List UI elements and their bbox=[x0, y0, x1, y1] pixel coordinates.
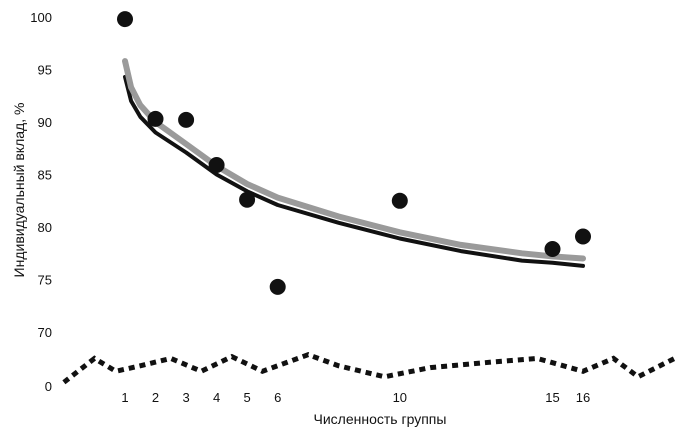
x-tick-label: 1 bbox=[121, 390, 128, 405]
y-tick-label: 0 bbox=[45, 379, 52, 394]
x-axis-title: Численность группы bbox=[314, 411, 447, 427]
y-tick-label: 85 bbox=[38, 168, 52, 183]
x-tick-label: 15 bbox=[545, 390, 559, 405]
data-point bbox=[391, 192, 408, 209]
data-point bbox=[575, 228, 591, 245]
y-tick-label: 100 bbox=[30, 10, 52, 25]
data-point bbox=[239, 191, 256, 208]
x-tick-labels: 1 2 3 4 5 6 10 15 16 bbox=[121, 390, 590, 405]
data-point bbox=[178, 111, 195, 128]
data-point bbox=[117, 11, 133, 28]
trend-line-black bbox=[123, 74, 585, 268]
x-tick-label: 16 bbox=[576, 390, 590, 405]
data-point bbox=[544, 241, 561, 257]
y-axis-title: Индивидуальный вклад, % bbox=[11, 103, 27, 278]
y-tick-label: 75 bbox=[38, 273, 52, 288]
dotted-layer bbox=[62, 352, 676, 385]
x-tick-label: 4 bbox=[213, 390, 220, 405]
y-tick-label: 90 bbox=[38, 115, 52, 130]
data-point bbox=[269, 278, 286, 295]
y-tick-label: 70 bbox=[38, 325, 52, 340]
data-point bbox=[147, 110, 164, 127]
data-point bbox=[208, 157, 225, 173]
points-layer bbox=[117, 11, 591, 295]
x-tick-label: 6 bbox=[274, 390, 281, 405]
y-tick-label: 80 bbox=[38, 220, 52, 235]
baseline-dotted-line bbox=[62, 352, 676, 385]
x-tick-label: 5 bbox=[243, 390, 250, 405]
y-tick-label: 95 bbox=[38, 63, 52, 78]
curves-layer bbox=[122, 58, 586, 268]
x-tick-label: 3 bbox=[182, 390, 189, 405]
x-tick-label: 2 bbox=[152, 390, 159, 405]
trend-line-gray bbox=[122, 58, 586, 262]
y-tick-labels: 0 70 75 80 85 90 95 100 bbox=[30, 10, 52, 394]
x-tick-label: 10 bbox=[393, 390, 407, 405]
